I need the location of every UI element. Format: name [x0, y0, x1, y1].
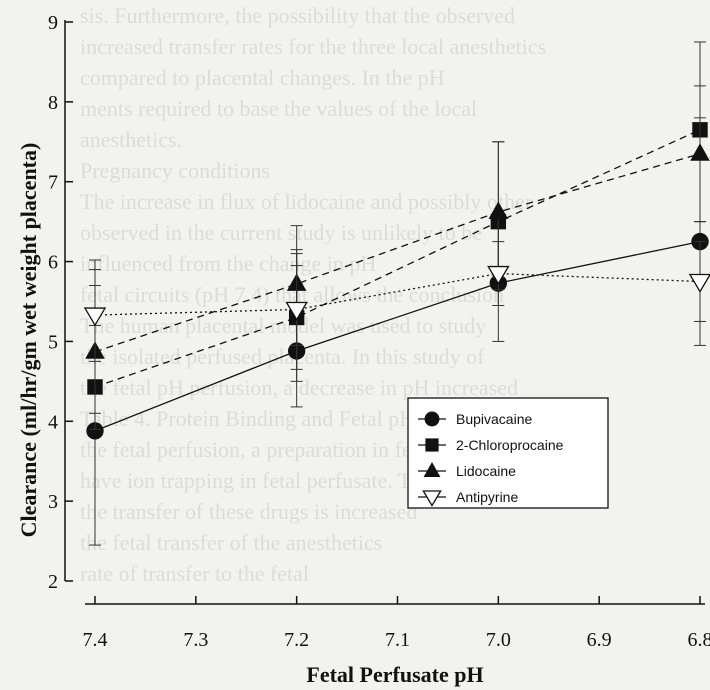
- y-tick-label: 2: [48, 571, 58, 593]
- legend-label: Bupivacaine: [456, 411, 532, 427]
- x-tick-label: 7.1: [385, 629, 410, 651]
- y-tick-label: 7: [48, 172, 58, 194]
- x-tick-label: 6.8: [688, 629, 710, 651]
- series-lidocaine: [85, 85, 710, 414]
- x-tick-label: 6.9: [587, 629, 612, 651]
- legend-marker: [424, 411, 440, 427]
- series-bupivacaine: [86, 117, 709, 546]
- bleed-through-line: Table 4. Protein Binding and Fetal pH: [80, 406, 416, 431]
- data-point: [86, 422, 104, 440]
- legend-marker: [425, 438, 439, 452]
- legend-marker: [423, 462, 441, 477]
- series-antipyrine: [83, 241, 710, 370]
- series-layer: [83, 41, 710, 546]
- bleed-through-line: Pregnancy conditions: [80, 158, 271, 183]
- bleed-through-line: the fetal pH perfusion, a decrease in pH…: [80, 375, 518, 400]
- x-tick-label: 7.3: [183, 629, 208, 651]
- series-line: [94, 129, 701, 388]
- axes: [64, 20, 705, 605]
- x-tick-label: 7.0: [486, 629, 511, 651]
- legend-box: [407, 397, 609, 509]
- bleed-through-line: sis. Furthermore, the possibility that t…: [80, 3, 516, 28]
- ticks: 2 3 4 5 6 7 8 9 7.4 7.3 7.2 7.1 7.0 6.9 6.8: [48, 12, 710, 651]
- bleed-through-line: influenced from the change in pH: [80, 251, 377, 276]
- legend: Bupivacaine 2-Chloroprocaine Lidocaine Anti…: [407, 397, 609, 509]
- bleed-through-line: The human placental model was used to st…: [80, 313, 487, 338]
- bleed-through-line: the fetal transfer of the anesthetics: [80, 530, 383, 555]
- data-point: [690, 143, 710, 161]
- bleed-through-line: rate of transfer to the fetal: [80, 561, 310, 586]
- legend-marker: [422, 490, 442, 507]
- data-point: [488, 201, 509, 220]
- bleed-through-line: observed in the current study is unlikel…: [80, 220, 483, 245]
- legend-label: 2-Chloroprocaine: [456, 437, 564, 453]
- y-tick-label: 5: [48, 331, 58, 353]
- y-tick-label: 3: [48, 491, 58, 513]
- y-tick-label: 4: [48, 411, 58, 433]
- bleed-through-line: compared to placental changes. In the pH: [80, 65, 445, 90]
- data-point: [688, 273, 710, 293]
- series-line: [94, 240, 701, 432]
- y-tick-label: 6: [48, 252, 58, 274]
- data-point: [285, 301, 308, 321]
- series-2-chloroprocaine: [87, 41, 708, 430]
- bleed-through-line: anesthetics.: [80, 127, 183, 152]
- bleed-through-line: The increase in flux of lidocaine and po…: [80, 189, 533, 214]
- series-line: [94, 153, 701, 353]
- bleed-through-line: the transfer of these drugs is increased: [80, 499, 418, 524]
- legend-label: Antipyrine: [456, 489, 518, 505]
- x-tick-label: 7.2: [284, 629, 309, 651]
- x-axis-title: Fetal Perfusate pH: [306, 662, 483, 687]
- bleed-through-line: increased transfer rates for the three l…: [80, 34, 547, 59]
- y-tick-label: 9: [48, 12, 58, 34]
- data-point: [83, 307, 107, 327]
- x-tick-label: 7.4: [83, 629, 108, 651]
- bleed-through-line: ments required to base the values of the…: [80, 96, 478, 121]
- legend-label: Lidocaine: [456, 463, 516, 479]
- data-point: [487, 265, 510, 285]
- series-line: [94, 272, 701, 316]
- y-tick-label: 8: [48, 92, 58, 114]
- bleed-through-line: the fetal perfusion, a preparation in fe…: [80, 437, 434, 462]
- y-axis-title: Clearance (ml/hr/gm wet weight placenta): [16, 143, 41, 538]
